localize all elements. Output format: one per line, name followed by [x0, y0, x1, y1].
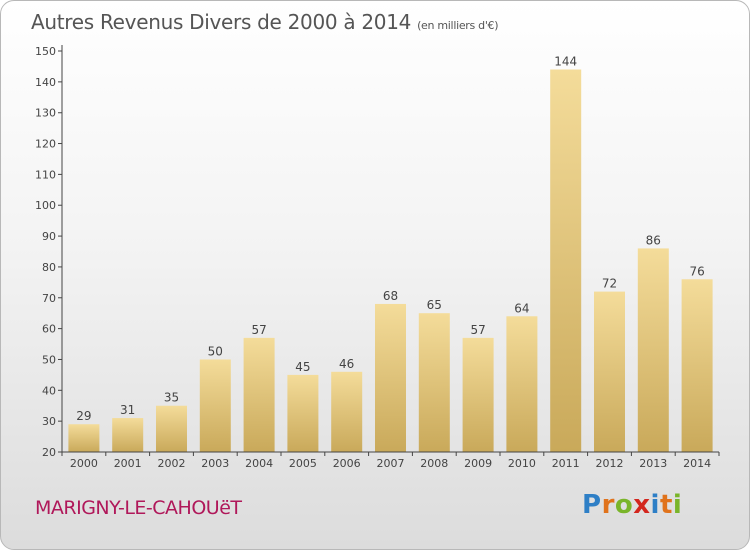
y-tick-label: 60	[42, 323, 56, 336]
y-tick-label: 110	[35, 168, 56, 181]
chart-title: Autres Revenus Divers de 2000 à 2014 (en …	[31, 10, 499, 34]
y-tick-label: 150	[35, 45, 56, 58]
x-tick-label: 2004	[245, 457, 273, 470]
bar	[462, 337, 494, 452]
bar	[156, 405, 187, 452]
x-tick-label: 2002	[158, 457, 186, 470]
data-label: 45	[295, 360, 310, 374]
x-tick-label: 2013	[639, 457, 667, 470]
bar	[331, 371, 363, 452]
x-tick-label: 2008	[420, 457, 448, 470]
data-label: 76	[689, 264, 704, 278]
x-tick-label: 2005	[289, 457, 317, 470]
data-label: 68	[383, 289, 398, 303]
y-tick-label: 120	[35, 138, 56, 151]
bar	[243, 337, 275, 452]
bar	[637, 248, 669, 452]
x-tick-label: 2007	[377, 457, 405, 470]
logo-letter: o	[614, 490, 634, 520]
logo-letter: i	[650, 490, 660, 520]
y-tick-label: 90	[42, 230, 56, 243]
bar	[375, 303, 406, 452]
chart-title-text: Autres Revenus Divers de 2000 à 2014	[31, 10, 412, 34]
bar	[199, 359, 231, 452]
bar	[550, 69, 582, 452]
logo-letter: P	[582, 490, 602, 520]
data-label: 72	[602, 277, 617, 291]
x-tick-label: 2001	[114, 457, 142, 470]
bar	[68, 424, 100, 452]
y-tick-label: 130	[35, 107, 56, 120]
x-tick-label: 2014	[683, 457, 711, 470]
y-tick-label: 80	[42, 261, 56, 274]
data-label: 29	[76, 409, 91, 423]
y-tick-label: 50	[42, 353, 56, 366]
x-tick-label: 2010	[508, 457, 536, 470]
x-tick-label: 2012	[596, 457, 624, 470]
logo-letter: i	[672, 490, 683, 520]
data-label: 57	[470, 323, 485, 337]
x-tick-label: 2000	[70, 457, 98, 470]
bars-group: 29 31 35 50 57 45 46 68 65 57 64 144 72 86 76	[68, 55, 713, 452]
y-tick-label: 100	[35, 199, 56, 212]
data-label: 86	[646, 233, 661, 247]
proxiti-logo[interactable]: Proxiti	[582, 490, 682, 520]
x-tick-label: 2006	[333, 457, 361, 470]
bar	[594, 291, 625, 452]
logo-letter: r	[601, 490, 615, 520]
data-label: 31	[120, 403, 135, 417]
logo-letter: t	[659, 490, 673, 520]
y-tick-label: 40	[42, 384, 56, 397]
x-tick-label: 2009	[464, 457, 492, 470]
data-label: 50	[208, 344, 223, 358]
data-label: 57	[251, 323, 266, 337]
data-label: 65	[427, 298, 442, 312]
y-tick-label: 30	[42, 415, 56, 428]
bar	[681, 279, 713, 452]
data-label: 46	[339, 357, 354, 371]
data-label: 144	[554, 55, 577, 69]
bar	[506, 316, 538, 452]
bar	[112, 418, 144, 452]
y-tick-label: 140	[35, 76, 56, 89]
data-label: 35	[164, 391, 179, 405]
bar	[287, 374, 319, 452]
commune-name: MARIGNY-LE-CAHOUëT	[35, 497, 242, 519]
x-axis: 2000 2001 2002 2003 2004 2005 2006 2007 2008 2009…	[61, 451, 720, 470]
chart-subtitle: (en milliers d'€)	[417, 19, 499, 32]
data-label: 64	[514, 301, 529, 315]
x-tick-label: 2011	[552, 457, 580, 470]
y-tick-label: 70	[42, 292, 56, 305]
bar	[418, 313, 450, 452]
y-axis: 20 30 40 50 60 70 80 90 100 110 120 130 140 150	[35, 45, 63, 459]
logo-letter: x	[633, 490, 651, 520]
y-tick-label: 20	[42, 446, 56, 459]
x-tick-label: 2003	[201, 457, 229, 470]
